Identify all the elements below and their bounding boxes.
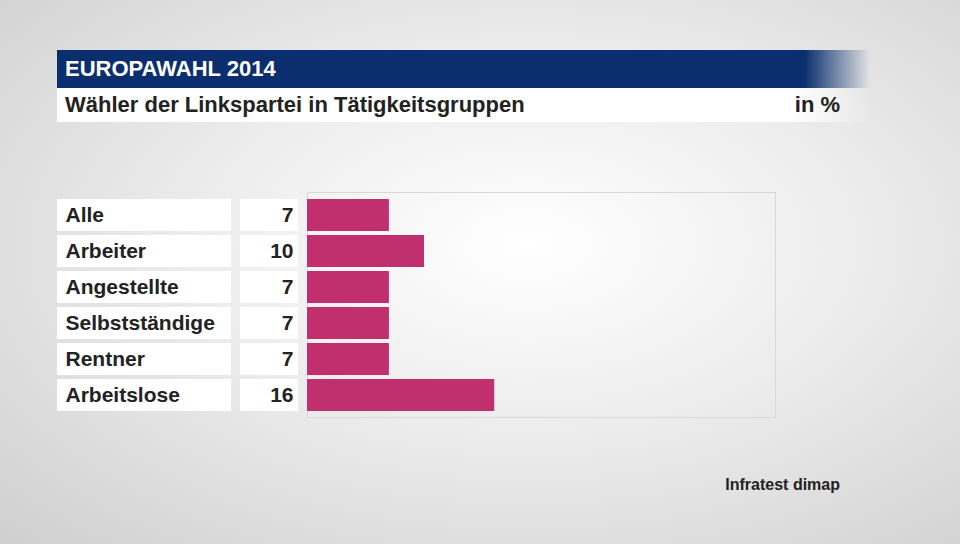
svg-text:16: 16 (270, 383, 293, 406)
svg-text:Arbeiter: Arbeiter (66, 239, 147, 262)
svg-text:Arbeitslose: Arbeitslose (66, 383, 180, 406)
svg-text:7: 7 (282, 203, 294, 226)
svg-text:7: 7 (282, 347, 294, 370)
html-text:in %: in % (794, 92, 840, 117)
svg-text:Selbstständige: Selbstständige (66, 311, 215, 334)
html-text:EUROPAWAHL 2014: EUROPAWAHL 2014 (65, 56, 276, 81)
svg-text:Rentner: Rentner (66, 347, 145, 370)
svg-text:10: 10 (270, 239, 293, 262)
svg-text:Alle: Alle (66, 203, 105, 226)
svg-text:7: 7 (282, 311, 294, 334)
svg-text:7: 7 (282, 275, 294, 298)
svg-text:Angestellte: Angestellte (66, 275, 179, 298)
html-text:Wähler der Linkspartei in Täti: Wähler der Linkspartei in Tätigkeitsgrup… (65, 92, 525, 117)
html-text:Infratest dimap: Infratest dimap (725, 476, 840, 493)
